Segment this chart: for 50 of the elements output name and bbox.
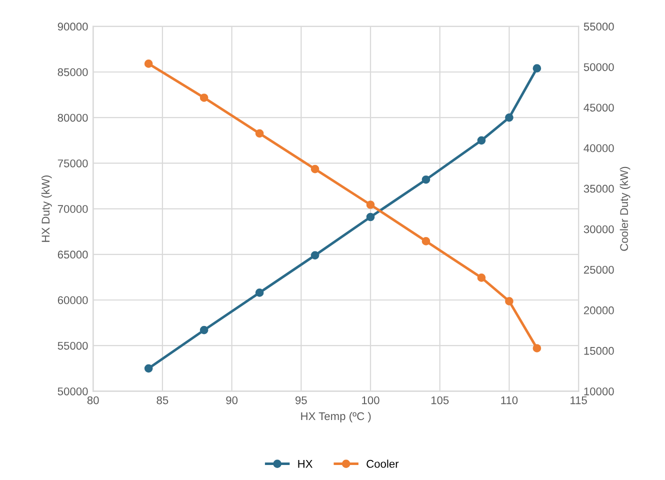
y2-tick-label: 35000 — [584, 184, 614, 193]
x-tick-label: 85 — [156, 396, 168, 404]
point — [366, 212, 375, 222]
y2-tick-label: 20000 — [584, 306, 614, 314]
x-tick-label: 115 — [570, 396, 587, 404]
x-tick-label: 90 — [226, 396, 238, 404]
y-tick-label: 80000 — [58, 114, 88, 122]
y-tick-label: 90000 — [58, 22, 88, 31]
point — [310, 164, 320, 174]
y-tick-label: 75000 — [58, 159, 88, 168]
y2-tick-label: 55000 — [584, 22, 614, 31]
point — [477, 274, 486, 282]
point — [144, 364, 153, 373]
y2-tick-label: 10000 — [584, 387, 614, 396]
y-tick-label: 60000 — [58, 296, 88, 304]
x-tick-label: 110 — [501, 396, 518, 404]
y2-tick-label: 45000 — [584, 104, 614, 112]
y2-axis-title: Cooler Duty (kW) — [620, 166, 630, 251]
legend-label: Cooler — [366, 460, 399, 468]
point — [422, 237, 430, 246]
x-tick-label: 105 — [431, 396, 449, 404]
point — [422, 175, 430, 184]
legend-label: HX — [298, 460, 313, 468]
y2-tick-label: 40000 — [584, 144, 614, 152]
y2-tick-label: 25000 — [584, 266, 614, 274]
point — [200, 94, 208, 102]
point — [477, 136, 486, 145]
y-axis-title: HX Duty (kW) — [41, 176, 52, 242]
x-tick-label: 100 — [362, 396, 380, 404]
point — [255, 129, 264, 138]
x-tick-label: 80 — [87, 396, 99, 404]
point — [505, 297, 514, 306]
y2-tick-label: 50000 — [584, 63, 614, 72]
y-tick-label: 55000 — [58, 342, 88, 350]
y-tick-label: 70000 — [58, 205, 88, 213]
x-axis-title: HX Temp (ºC ) — [301, 412, 371, 422]
point — [310, 251, 320, 260]
y-tick-label: 65000 — [58, 250, 88, 259]
point — [505, 113, 514, 122]
y2-tick-label: 15000 — [584, 346, 614, 355]
point — [532, 64, 542, 73]
point — [255, 288, 264, 297]
point — [144, 60, 153, 68]
y-tick-label: 50000 — [58, 387, 88, 396]
y2-tick-label: 30000 — [584, 225, 614, 234]
point — [366, 200, 375, 209]
point — [532, 344, 542, 352]
x-tick-label: 95 — [295, 396, 307, 404]
point — [200, 326, 208, 334]
y-tick-label: 85000 — [58, 68, 88, 76]
